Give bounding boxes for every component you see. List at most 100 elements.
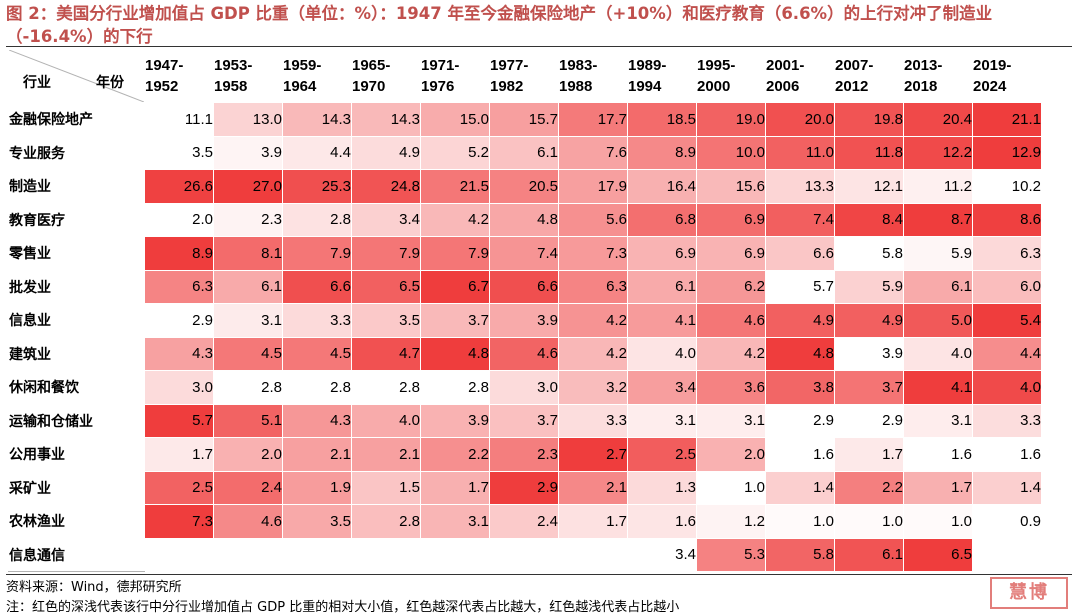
period-header: 1989- 1994: [627, 49, 697, 103]
heat-cell: 2.1: [558, 470, 628, 505]
heat-cell: 6.1: [489, 135, 559, 170]
period-header: 2007- 2012: [834, 49, 904, 103]
heat-cell: 8.9: [144, 236, 214, 271]
heat-cell: 8.4: [834, 202, 904, 237]
heat-cell: 2.8: [351, 504, 421, 539]
heat-cell: 3.5: [144, 135, 214, 170]
period-header: 1947- 1952: [144, 49, 214, 103]
heat-cell: 14.3: [282, 102, 352, 137]
heat-cell: 5.8: [834, 236, 904, 271]
heat-cell: 6.6: [489, 269, 559, 304]
heat-cell: 5.2: [420, 135, 490, 170]
heat-cell: 5.9: [834, 269, 904, 304]
heat-cell: 2.2: [420, 437, 490, 472]
heat-cell: 4.6: [696, 303, 766, 338]
table-row: 专业服务 3.5 3.9 4.4 4.9 5.2 6.1 7.6 8.9 10.0 11.0 11.8…: [8, 135, 1042, 170]
heat-cell: 6.9: [696, 202, 766, 237]
heat-cell: 4.7: [351, 336, 421, 371]
table-row: 建筑业 4.3 4.5 4.5 4.7 4.8 4.6 4.2 4.0 4.2 4.8 3.9 4.0 4…: [8, 336, 1042, 371]
heat-cell: 4.2: [696, 336, 766, 371]
heat-cell: 4.4: [282, 135, 352, 170]
heat-cell: [972, 537, 1042, 572]
heat-cell: 7.9: [420, 236, 490, 271]
period-header: 1953- 1958: [213, 49, 283, 103]
heat-cell: 6.3: [558, 269, 628, 304]
col-header-label: 年份: [96, 75, 124, 91]
heat-cell: 6.1: [903, 269, 973, 304]
row-label: 建筑业: [8, 336, 145, 371]
heat-cell: 1.7: [903, 470, 973, 505]
table-row: 信息业 2.9 3.1 3.3 3.5 3.7 3.9 4.2 4.1 4.6 4.9 4.9 5.0 5…: [8, 303, 1042, 338]
heat-cell: 4.0: [972, 370, 1042, 405]
heat-cell: 3.2: [558, 370, 628, 405]
heat-cell: 2.8: [282, 370, 352, 405]
corner-diagonal: [9, 50, 144, 102]
heat-cell: 3.1: [420, 504, 490, 539]
heat-cell: 2.8: [351, 370, 421, 405]
heat-cell: 1.3: [627, 470, 697, 505]
row-label: 运输和仓储业: [8, 403, 145, 438]
table-row: 制造业 26.6 27.0 25.3 24.8 21.5 20.5 17.9 16.4 15.6 1…: [8, 169, 1042, 204]
row-label: 农林渔业: [8, 504, 145, 539]
row-label: 休闲和餐饮: [8, 370, 145, 405]
heat-cell: 1.4: [765, 470, 835, 505]
heat-cell: 2.4: [489, 504, 559, 539]
heat-cell: 2.3: [213, 202, 283, 237]
chart-title: 图 2：美国分行业增加值占 GDP 比重（单位：%）：1947 年至今金融保险地…: [6, 4, 993, 46]
heat-cell: 6.7: [420, 269, 490, 304]
heat-cell: 2.9: [489, 470, 559, 505]
table-row: 采矿业 2.5 2.4 1.9 1.5 1.7 2.9 2.1 1.3 1.0 1.4 2.2 1.7 1…: [8, 470, 1042, 505]
heat-cell: 6.1: [213, 269, 283, 304]
heat-cell: 4.8: [420, 336, 490, 371]
heat-cell: 5.9: [903, 236, 973, 271]
heat-cell: 8.7: [903, 202, 973, 237]
heat-cell: 3.0: [144, 370, 214, 405]
table-row: 农林渔业 7.3 4.6 3.5 2.8 3.1 2.4 1.7 1.6 1.2 1.0 1.0 1.0…: [8, 504, 1042, 539]
heat-cell: 1.0: [834, 504, 904, 539]
heat-cell: 2.9: [834, 403, 904, 438]
heat-cell: 11.2: [903, 169, 973, 204]
heat-cell: 17.9: [558, 169, 628, 204]
heat-cell: 0.9: [972, 504, 1042, 539]
top-rule: [6, 46, 1072, 47]
heat-cell: 24.8: [351, 169, 421, 204]
heat-cell: 13.3: [765, 169, 835, 204]
heat-cell: 3.7: [420, 303, 490, 338]
heat-cell: 11.0: [765, 135, 835, 170]
heat-cell: 3.9: [213, 135, 283, 170]
heat-cell: 5.0: [903, 303, 973, 338]
heat-cell: 8.9: [627, 135, 697, 170]
heat-cell: 4.8: [765, 336, 835, 371]
row-label: 批发业: [8, 269, 145, 304]
table-row: 公用事业 1.7 2.0 2.1 2.1 2.2 2.3 2.7 2.5 2.0 1.6 1.7 1.6…: [8, 437, 1042, 472]
heat-cell: 3.3: [558, 403, 628, 438]
row-label: 制造业: [8, 169, 145, 204]
heat-cell: 2.3: [489, 437, 559, 472]
note-text: 注：红色的深浅代表该行中分行业增加值占 GDP 比重的相对大小值，红色越深代表占…: [6, 600, 680, 615]
heat-cell: [489, 537, 559, 572]
heat-cell: [351, 537, 421, 572]
heat-cell: 3.1: [627, 403, 697, 438]
heat-cell: 4.8: [489, 202, 559, 237]
row-label: 公用事业: [8, 437, 145, 472]
heat-cell: 6.5: [351, 269, 421, 304]
heat-cell: 1.0: [696, 470, 766, 505]
row-label: 零售业: [8, 236, 145, 271]
heat-cell: 1.0: [765, 504, 835, 539]
heat-cell: 2.0: [144, 202, 214, 237]
table-row: 零售业 8.9 8.1 7.9 7.9 7.9 7.4 7.3 6.9 6.9 6.6 5.8 5.9 6…: [8, 236, 1042, 271]
heat-cell: 6.6: [765, 236, 835, 271]
heat-cell: 4.1: [903, 370, 973, 405]
heat-cell: [144, 537, 214, 572]
heat-cell: 4.5: [282, 336, 352, 371]
heat-cell: 2.9: [765, 403, 835, 438]
heat-cell: 21.1: [972, 102, 1042, 137]
heat-cell: 2.2: [834, 470, 904, 505]
heat-cell: 6.1: [834, 537, 904, 572]
heat-cell: 1.0: [903, 504, 973, 539]
corner-cell: 行业 年份: [8, 49, 145, 103]
heat-cell: 2.5: [627, 437, 697, 472]
heat-cell: [213, 537, 283, 572]
header-row: 行业 年份 1947- 1952 1953- 1958 1959- 1964 1965- 19…: [8, 49, 1042, 103]
heat-cell: 11.8: [834, 135, 904, 170]
